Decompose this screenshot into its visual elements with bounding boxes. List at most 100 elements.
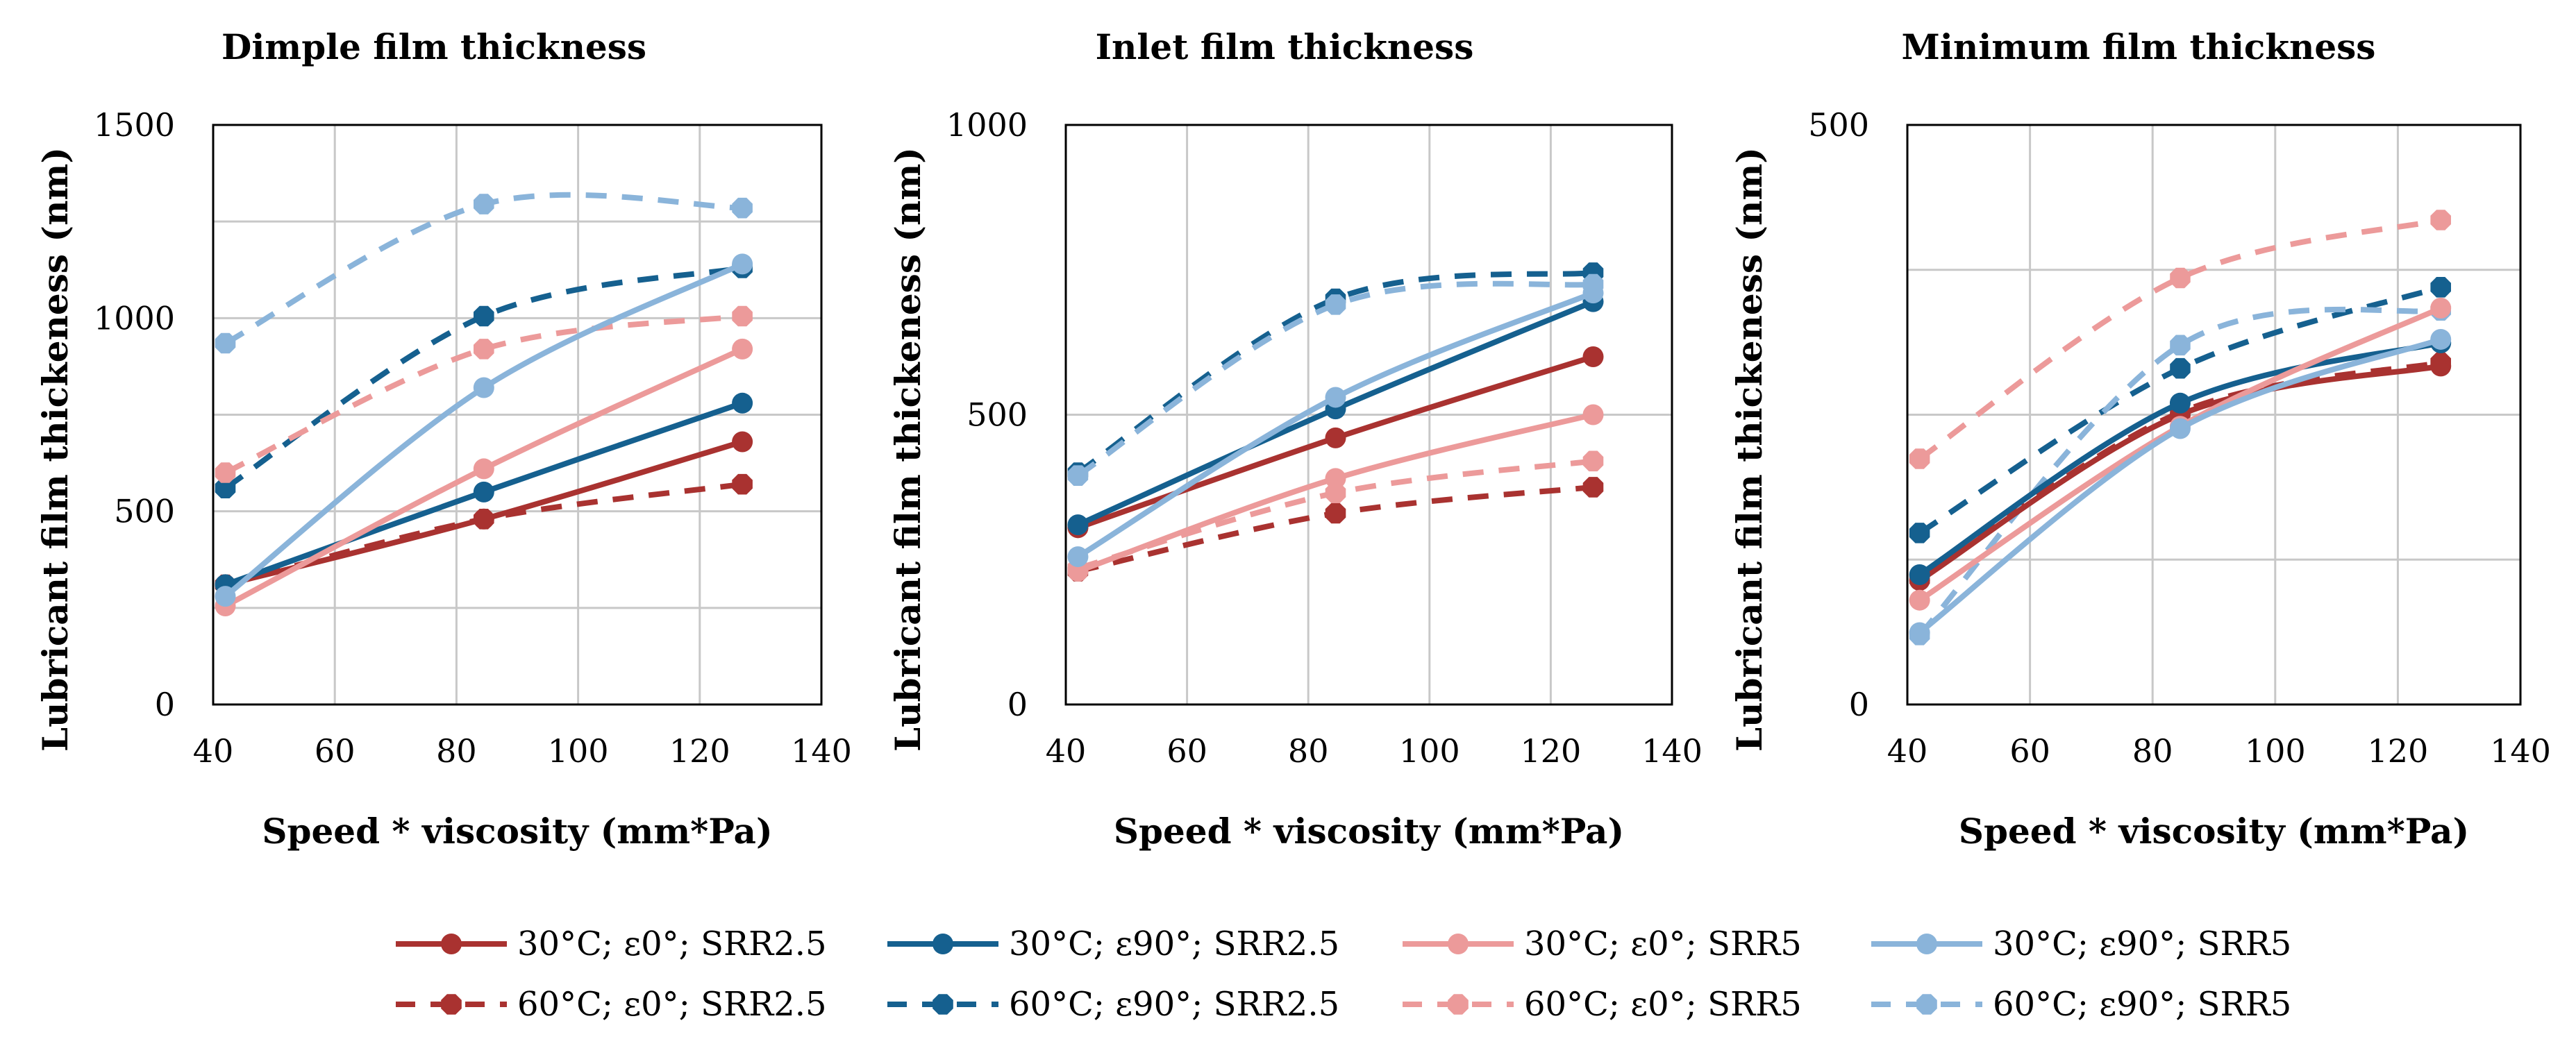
x-tick-label: 40 — [1887, 732, 1928, 770]
data-point — [1325, 468, 1346, 489]
data-point — [732, 338, 753, 360]
data-point — [473, 377, 494, 398]
chart-title: Minimum film thickness — [1902, 26, 2376, 67]
x-axis-label: Speed * viscosity (mm*Pa) — [1114, 811, 1624, 852]
x-tick-label: 120 — [1520, 732, 1581, 770]
series-4 — [1067, 282, 1604, 568]
data-point — [1067, 465, 1089, 486]
chart-title: Dimple film thickness — [221, 26, 646, 67]
data-point — [474, 339, 494, 360]
legend-item-6: 60°C; ε90°; SRR2.5 — [887, 985, 1339, 1024]
data-point — [474, 194, 494, 214]
series-line — [1917, 306, 2441, 637]
series-1 — [1909, 355, 2452, 591]
series-line — [1918, 337, 2442, 635]
series-line — [224, 265, 743, 491]
x-tick-label: 100 — [548, 732, 609, 770]
data-point — [1067, 560, 1089, 582]
data-point — [2170, 267, 2191, 289]
plot-frame — [1906, 124, 2522, 706]
series-7 — [1909, 210, 2451, 469]
x-tick-label: 80 — [1288, 732, 1329, 770]
data-point — [1325, 482, 1346, 503]
legend-item-7: 60°C; ε0°; SRR5 — [1403, 985, 1802, 1024]
data-point — [1909, 589, 1930, 611]
y-tick-label: 0 — [155, 686, 175, 723]
data-point — [1909, 523, 1930, 543]
chart-title: Inlet film thickness — [1096, 26, 1474, 67]
series-line — [1918, 217, 2442, 462]
chart-panel-1: Dimple film thickness 0 500 1000 1500 40 60 80 1… — [35, 26, 852, 852]
y-axis-label: Lubricant film thickeness (nm) — [887, 147, 928, 752]
x-tick-label: 100 — [1399, 732, 1460, 770]
chart-panel-3: Minimum film thickness 0 500 40 60 80 100 120 14… — [1729, 26, 2551, 852]
data-point — [2430, 210, 2451, 230]
data-point — [2430, 277, 2451, 298]
data-point — [474, 305, 494, 327]
x-tick-label: 100 — [2245, 732, 2306, 770]
y-tick-label: 0 — [1007, 686, 1028, 723]
x-axis-label: Speed * viscosity (mm*Pa) — [262, 811, 772, 852]
data-point — [473, 508, 494, 530]
plot-frame — [212, 124, 823, 706]
legend-swatch-marker — [1916, 994, 1937, 1015]
x-tick-label: 80 — [436, 732, 477, 770]
data-point — [1067, 546, 1089, 568]
series-8 — [215, 192, 753, 354]
legend-item-3: 30°C; ε0°; SRR5 — [1403, 925, 1802, 963]
x-tick-label: 80 — [2132, 732, 2173, 770]
legend-swatch-marker — [1916, 934, 1937, 954]
data-point — [1325, 387, 1346, 408]
data-point — [215, 332, 236, 354]
legend-swatch-marker — [1448, 994, 1469, 1015]
data-point — [2430, 355, 2452, 377]
legend-swatch-marker — [441, 934, 462, 954]
data-point — [732, 392, 753, 414]
series-4 — [1909, 328, 2452, 643]
data-point — [2430, 297, 2452, 319]
series-8 — [1909, 300, 2451, 645]
x-tick-label: 40 — [193, 732, 234, 770]
legend-label: 60°C; ε0°; SRR2.5 — [517, 985, 827, 1024]
data-point — [215, 462, 236, 483]
x-tick-label: 60 — [315, 732, 356, 770]
legend-item-5: 60°C; ε0°; SRR2.5 — [396, 985, 827, 1024]
x-tick-label: 140 — [1641, 732, 1703, 770]
series-1 — [1067, 346, 1604, 539]
y-tick-label: 500 — [114, 493, 175, 530]
legend-swatch-marker — [932, 994, 953, 1015]
legend-label: 60°C; ε0°; SRR5 — [1524, 985, 1802, 1024]
legend-label: 30°C; ε0°; SRR5 — [1524, 925, 1802, 963]
x-tick-label: 140 — [2490, 732, 2551, 770]
series-2 — [215, 392, 753, 596]
data-point — [1582, 346, 1604, 367]
y-tick-label: 500 — [1808, 106, 1869, 144]
series-3 — [1067, 404, 1604, 582]
series-7 — [215, 305, 753, 483]
legend-item-4: 30°C; ε90°; SRR5 — [1871, 925, 2291, 963]
series-4 — [215, 253, 753, 607]
y-axis-label: Lubricant film thickeness (nm) — [1729, 147, 1770, 752]
x-tick-label: 40 — [1046, 732, 1087, 770]
legend-item-1: 30°C; ε0°; SRR2.5 — [396, 925, 827, 963]
y-tick-label: 1000 — [94, 299, 175, 337]
data-point — [1325, 427, 1346, 448]
data-point — [1909, 448, 1930, 469]
data-point — [1909, 564, 1930, 585]
data-point — [473, 481, 494, 503]
data-point — [732, 473, 753, 495]
data-point — [215, 586, 236, 607]
legend-label: 30°C; ε90°; SRR5 — [1993, 925, 2291, 963]
x-tick-label: 120 — [2367, 732, 2428, 770]
y-tick-label: 1000 — [946, 106, 1028, 144]
data-point — [1325, 294, 1346, 315]
data-point — [2169, 418, 2191, 439]
data-point — [1582, 477, 1604, 498]
data-point — [473, 458, 494, 480]
data-point — [732, 431, 753, 453]
y-tick-label: 1500 — [94, 106, 175, 144]
legend: 30°C; ε0°; SRR2.5 30°C; ε90°; SRR2.5 30°C;… — [396, 925, 2291, 1024]
data-point — [1325, 503, 1346, 524]
data-point — [2170, 335, 2191, 356]
